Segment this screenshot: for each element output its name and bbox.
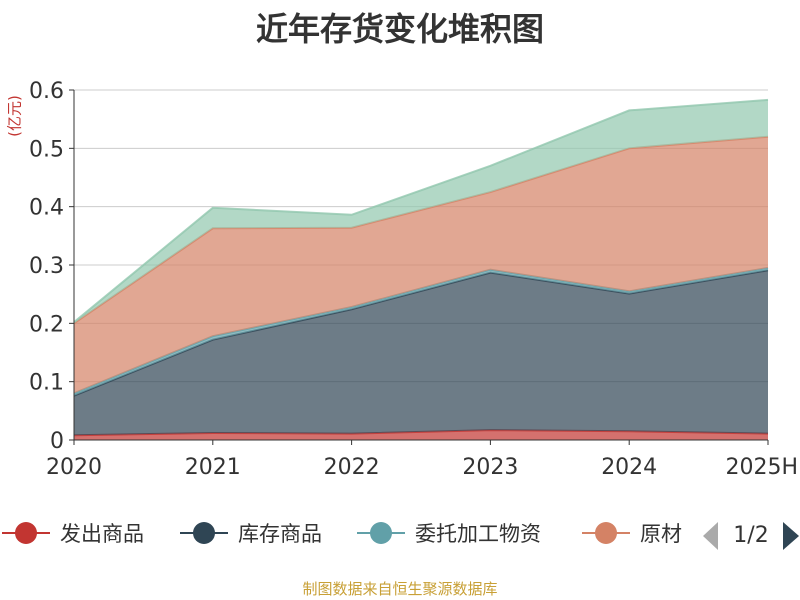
legend-marker-icon	[193, 522, 215, 544]
legend-label: 原材	[640, 522, 682, 546]
area-series-3[interactable]	[74, 136, 768, 394]
area-series-1[interactable]	[74, 270, 768, 436]
y-tick-label: 0.1	[29, 371, 64, 396]
legend-label: 委托加工物资	[415, 522, 541, 546]
x-tick-label: 2025H	[725, 455, 798, 480]
legend: 发出商品 库存商品 委托加工物资 原材	[2, 522, 682, 546]
x-tick-label: 2020	[46, 455, 102, 480]
area-layer	[73, 98, 769, 440]
axis-layer: 0 0.1 0.2 0.3 0.4 0.5 0.6 2020 2021 2022 2023 2024 2…	[29, 79, 798, 480]
legend-next-page-icon[interactable]	[783, 522, 799, 550]
x-tick-label: 2023	[462, 455, 518, 480]
y-tick-label: 0.3	[29, 254, 64, 279]
legend-item[interactable]: 发出商品	[2, 522, 144, 546]
x-tick-label: 2022	[324, 455, 380, 480]
legend-item[interactable]: 委托加工物资	[357, 522, 541, 546]
area-series-4[interactable]	[74, 99, 768, 324]
legend-item[interactable]: 原材	[582, 522, 682, 546]
legend-label: 库存商品	[238, 522, 322, 546]
legend-label: 发出商品	[60, 522, 144, 546]
y-tick-label: 0.4	[29, 196, 64, 221]
legend-pager: 1/2	[703, 522, 799, 550]
legend-marker-icon	[370, 522, 392, 544]
area-series-0[interactable]	[74, 430, 768, 440]
data-source-note: 制图数据来自恒生聚源数据库	[302, 580, 498, 598]
legend-prev-page-icon[interactable]	[703, 522, 718, 550]
legend-page-indicator: 1/2	[733, 523, 768, 548]
area-series-line-4	[73, 98, 769, 323]
area-series-2[interactable]	[74, 267, 768, 396]
chart-title: 近年存货变化堆积图	[255, 10, 544, 48]
y-tick-label: 0	[50, 429, 64, 454]
y-tick-label: 0.2	[29, 312, 64, 337]
y-tick-label: 0.6	[29, 79, 64, 104]
x-tick-label: 2021	[185, 455, 241, 480]
y-tick-label: 0.5	[29, 137, 64, 162]
legend-item[interactable]: 库存商品	[180, 522, 322, 546]
legend-marker-icon	[15, 522, 37, 544]
legend-marker-icon	[595, 522, 617, 544]
x-tick-label: 2024	[601, 455, 657, 480]
